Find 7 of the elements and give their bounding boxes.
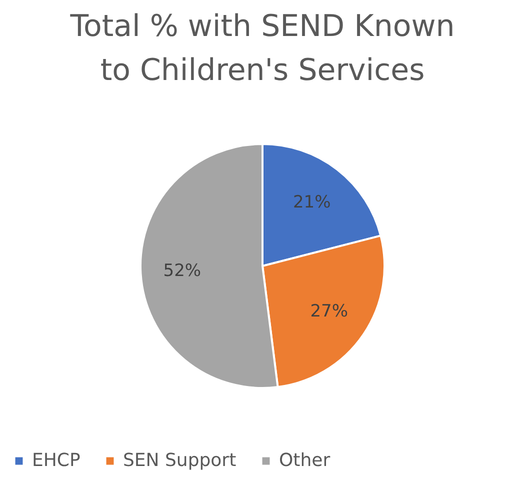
data-label: 21% [292, 192, 331, 212]
legend-label: SEN Support [123, 450, 236, 471]
data-label: 27% [310, 301, 348, 322]
legend-label: Other [279, 450, 331, 471]
chart-title: Total % with SEND Known to Children's Services [69, 9, 455, 88]
data-label: 52% [163, 261, 202, 282]
legend-label: EHCP [32, 450, 80, 471]
